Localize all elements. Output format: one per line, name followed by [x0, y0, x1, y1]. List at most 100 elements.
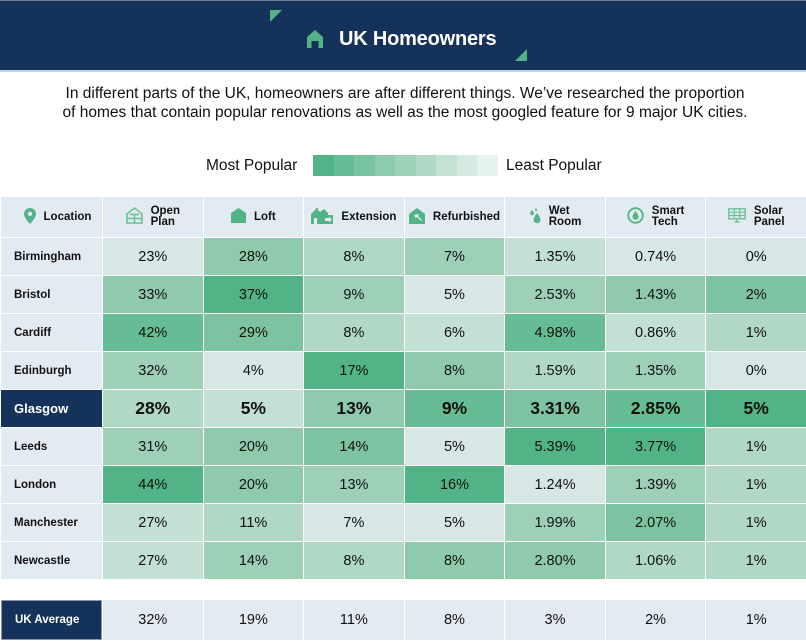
heatmap-cell-refurbished: 5% — [404, 276, 505, 313]
header-divider — [0, 70, 806, 72]
heatmap-cell-extension: 14% — [304, 428, 404, 465]
heatmap-cell-refurbished: 16% — [404, 466, 505, 503]
column-header-label: Extension — [341, 210, 397, 223]
heatmap-cell-extension: 13% — [304, 466, 404, 503]
heatmap-cell-open-plan: 44% — [103, 466, 203, 503]
intro-text: In different parts of the UK, homeowners… — [62, 85, 748, 121]
column-header-label: Location — [43, 210, 92, 223]
heatmap-cell-smart-tech: 0.86% — [605, 314, 706, 351]
heatmap-cell-open-plan: 33% — [103, 276, 203, 313]
heatmap-cell-smart-tech: 3.77% — [605, 428, 706, 465]
heatmap-cell-refurbished: 6% — [404, 314, 505, 351]
heatmap-cell-loft: 28% — [203, 238, 304, 275]
column-header-label: Smart Tech — [651, 205, 685, 228]
heatmap-cell-loft: 5% — [203, 390, 304, 427]
heatmap-cell-wet-room: 1.99% — [505, 504, 605, 541]
heatmap-cell-extension: 8% — [304, 542, 404, 579]
legend-swatch — [333, 155, 354, 176]
heatmap-cell-solar-panel: 5% — [706, 390, 806, 427]
house-icon — [307, 30, 323, 48]
table-row-newcastle: Newcastle 27% 14% 8% 8% 2.80% 1.06% 1% — [1, 542, 806, 579]
column-header-label: Loft — [253, 210, 276, 223]
heatmap-cell-wet-room: 2.80% — [505, 542, 605, 579]
heatmap-table: Location Open Plan Loft Extension Refurbishe… — [0, 196, 806, 580]
column-header-wet-room: Wet Room — [505, 197, 605, 237]
uk-average-row: UK Average 32% 19% 11% 8% 3% 2% 1% — [1, 600, 806, 640]
title-group: UK Homeowners — [306, 26, 497, 52]
heatmap-cell-open-plan: 31% — [103, 428, 203, 465]
heatmap-cell-smart-tech: 1.39% — [605, 466, 706, 503]
legend-swatch — [415, 155, 436, 176]
legend-most-popular-label: Most Popular — [206, 157, 298, 174]
city-label: Birmingham — [1, 238, 102, 275]
heatmap-cell-extension: 8% — [304, 314, 404, 351]
heatmap-cell-refurbished: 5% — [404, 428, 505, 465]
heatmap-cell-wet-room: 2.53% — [505, 276, 605, 313]
heatmap-cell-solar-panel: 0% — [706, 352, 806, 389]
city-label: Manchester — [1, 504, 102, 541]
heatmap-cell-extension: 7% — [304, 504, 404, 541]
heatmap-cell-loft: 29% — [203, 314, 304, 351]
heatmap-cell-open-plan: 27% — [103, 504, 203, 541]
heatmap-cell-wet-room: 3.31% — [505, 390, 605, 427]
table-row-london: London 44% 20% 13% 16% 1.24% 1.39% 1% — [1, 466, 806, 503]
location-pin-icon — [23, 207, 36, 227]
heatmap-cell-wet-room: 1.59% — [505, 352, 605, 389]
heatmap-cell-loft: 37% — [203, 276, 304, 313]
heatmap-cell-solar-panel: 1% — [706, 428, 806, 465]
uk-average-cell-refurbished: 8% — [404, 600, 505, 640]
legend-swatch — [354, 155, 375, 176]
heatmap-cell-loft: 20% — [203, 466, 304, 503]
heatmap-cell-smart-tech: 2.07% — [605, 504, 706, 541]
heatmap-cell-solar-panel: 1% — [706, 504, 806, 541]
table-row-manchester: Manchester 27% 11% 7% 5% 1.99% 2.07% 1% — [1, 504, 806, 541]
heatmap-cell-refurbished: 8% — [404, 542, 505, 579]
refurbished-icon — [408, 207, 425, 227]
open-plan-icon — [125, 206, 143, 227]
city-label: London — [1, 466, 102, 503]
heatmap-cell-extension: 9% — [304, 276, 404, 313]
city-label: Bristol — [1, 276, 102, 313]
legend-swatch — [456, 155, 477, 176]
decorative-triangle-bottom-right — [515, 49, 527, 61]
legend-swatch — [477, 155, 498, 176]
heatmap-cell-wet-room: 1.35% — [505, 238, 605, 275]
uk-average-cell-wet-room: 3% — [505, 600, 605, 640]
heatmap-cell-smart-tech: 1.35% — [605, 352, 706, 389]
uk-average-table: UK Average 32% 19% 11% 8% 3% 2% 1% — [0, 599, 806, 641]
heatmap-cell-open-plan: 23% — [103, 238, 203, 275]
decorative-triangle-top-left — [270, 10, 282, 22]
heatmap-cell-smart-tech: 1.43% — [605, 276, 706, 313]
city-label: Edinburgh — [1, 352, 102, 389]
table-row-leeds: Leeds 31% 20% 14% 5% 5.39% 3.77% 1% — [1, 428, 806, 465]
column-header-extension: Extension — [304, 197, 404, 237]
city-label: Cardiff — [1, 314, 102, 351]
heatmap-cell-open-plan: 32% — [103, 352, 203, 389]
uk-average-label: UK Average — [1, 600, 102, 640]
legend-swatch — [313, 155, 334, 176]
column-header-solar-panel: Solar Panel — [706, 197, 806, 237]
smart-tech-icon — [627, 207, 644, 227]
heatmap-cell-wet-room: 1.24% — [505, 466, 605, 503]
header-row: Location Open Plan Loft Extension Refurbishe… — [1, 197, 806, 237]
heatmap-cell-extension: 13% — [304, 390, 404, 427]
loft-icon — [230, 208, 246, 226]
heatmap-cell-extension: 17% — [304, 352, 404, 389]
heatmap-cell-loft: 4% — [203, 352, 304, 389]
column-header-label: Open Plan — [150, 205, 180, 228]
column-header-open-plan: Open Plan — [103, 197, 203, 237]
heatmap-cell-wet-room: 5.39% — [505, 428, 605, 465]
heatmap-cell-open-plan: 28% — [103, 390, 203, 427]
table-row-bristol: Bristol 33% 37% 9% 5% 2.53% 1.43% 2% — [1, 276, 806, 313]
legend-swatch — [436, 155, 457, 176]
color-legend: Most Popular Least Popular — [0, 155, 806, 177]
heatmap-cell-open-plan: 42% — [103, 314, 203, 351]
extension-icon — [311, 207, 334, 227]
heatmap-cell-open-plan: 27% — [103, 542, 203, 579]
column-header-location: Location — [1, 197, 102, 237]
city-label: Newcastle — [1, 542, 102, 579]
city-label: Glasgow — [1, 390, 102, 427]
uk-average-cell-extension: 11% — [304, 600, 404, 640]
heatmap-cell-solar-panel: 1% — [706, 314, 806, 351]
uk-average-cell-solar-panel: 1% — [706, 600, 806, 640]
